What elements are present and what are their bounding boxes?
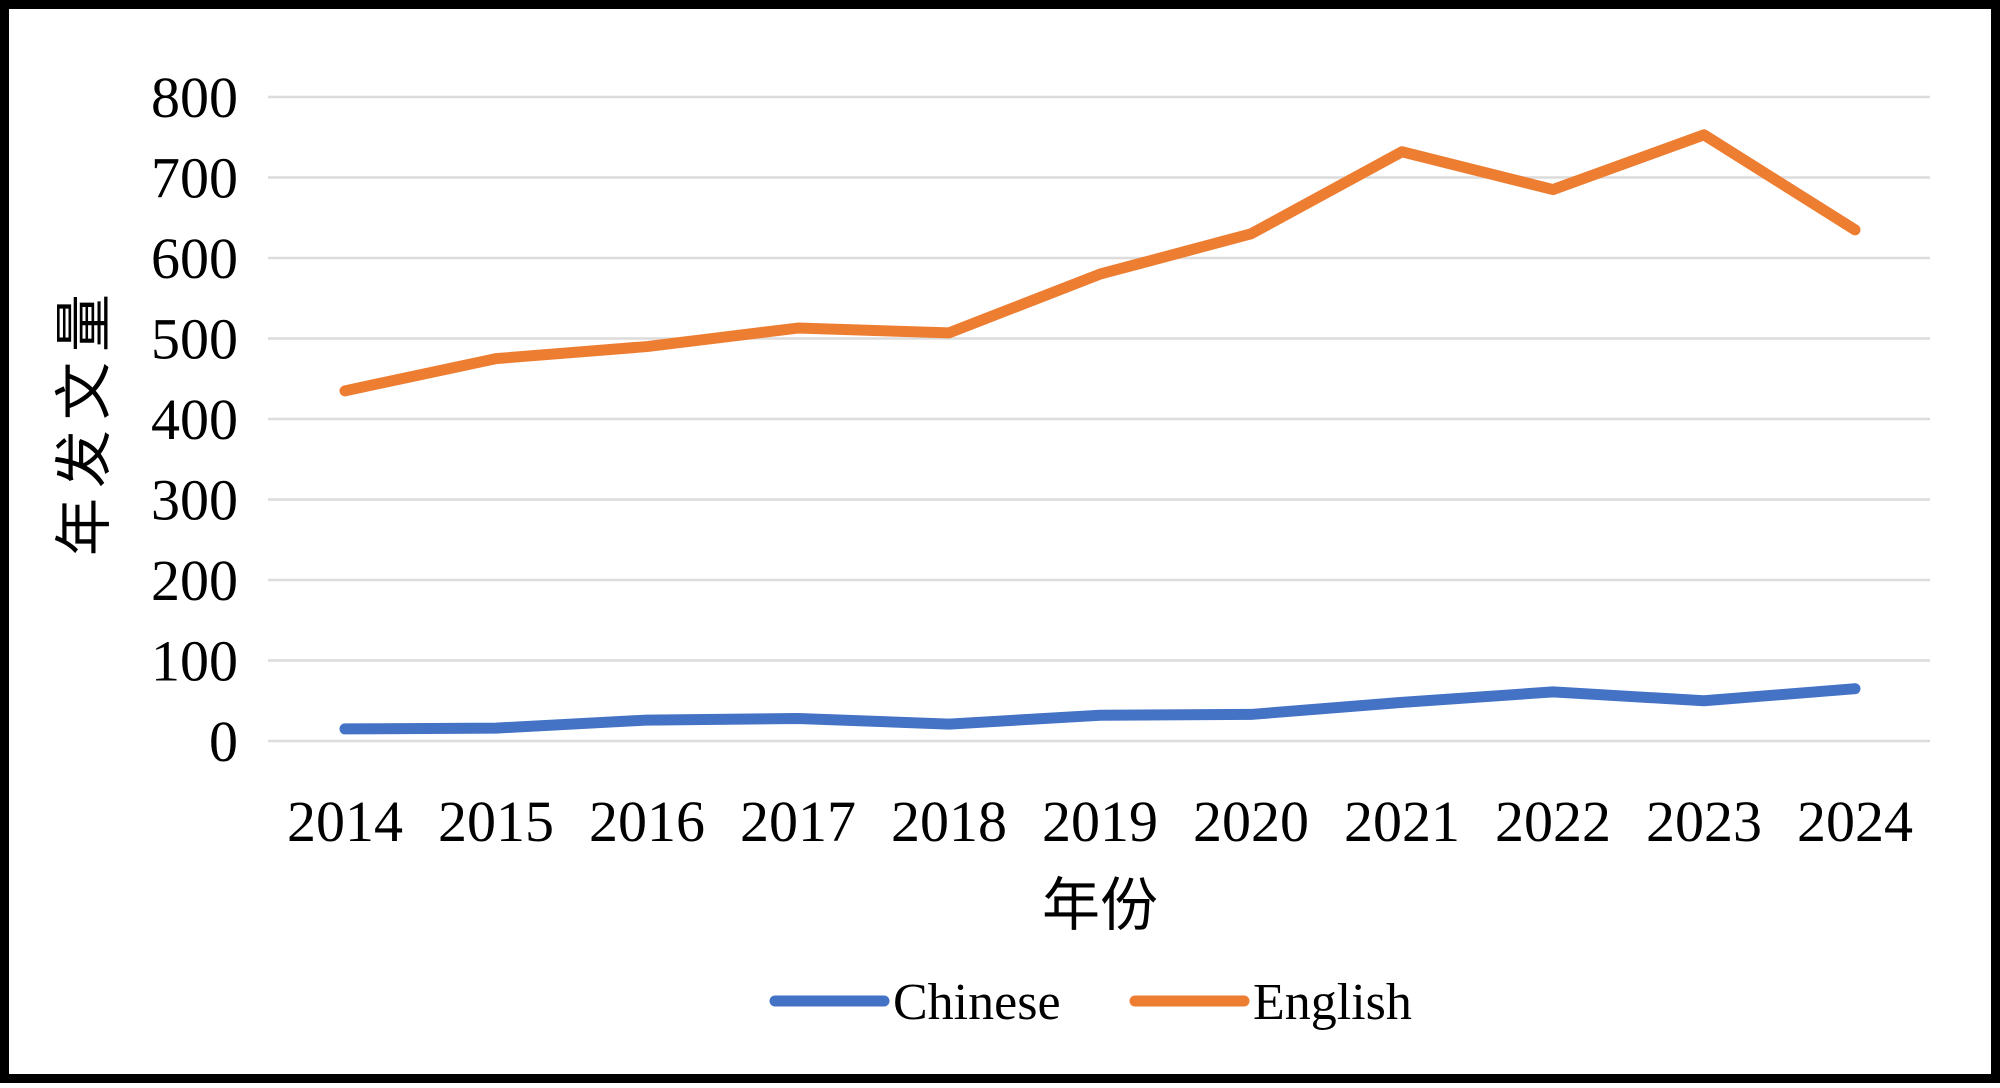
- y-axis-tick-label: 300: [151, 468, 238, 533]
- legend: Chinese English: [769, 974, 1412, 1031]
- gridlines: [268, 95, 1930, 743]
- x-axis-tick-label: 2017: [740, 789, 856, 854]
- x-axis-tick-label: 2022: [1495, 789, 1611, 854]
- y-axis-tick-label: 200: [151, 548, 238, 613]
- data-series: [339, 129, 1861, 735]
- x-axis-tick-label: 2019: [1042, 789, 1158, 854]
- x-axis-tick-label: 2014: [287, 789, 403, 854]
- legend-item-chinese: Chinese: [769, 974, 1061, 1031]
- y-axis-tick-label: 100: [151, 629, 238, 694]
- legend-label: English: [1253, 974, 1412, 1031]
- x-axis-tick-label: 2021: [1344, 789, 1460, 854]
- y-axis-tick-label: 400: [151, 387, 238, 452]
- y-axis-tick-label: 800: [151, 65, 238, 130]
- y-axis-tick-label: 0: [209, 709, 238, 774]
- x-axis-tick-label: 2016: [589, 789, 705, 854]
- legend-label: Chinese: [893, 974, 1061, 1031]
- y-axis-tick-label: 700: [151, 146, 238, 211]
- x-axis-title: 年份: [1042, 873, 1158, 938]
- legend-item-english: English: [1129, 974, 1412, 1031]
- y-axis-title: 年发文量: [52, 284, 117, 556]
- y-axis-tick-labels: 0 100 200 300 400 500 600 700 800: [151, 65, 238, 774]
- x-axis-tick-labels: 2014 2015 2016 2017 2018 2019 2020 2021 2022 2023…: [287, 789, 1913, 854]
- x-axis-tick-label: 2015: [438, 789, 554, 854]
- series-english-line: [339, 129, 1861, 397]
- y-axis-tick-label: 500: [151, 307, 238, 372]
- x-axis-tick-label: 2023: [1646, 789, 1762, 854]
- y-axis-tick-label: 600: [151, 226, 238, 291]
- x-axis-tick-label: 2018: [891, 789, 1007, 854]
- series-chinese-line: [339, 683, 1861, 735]
- x-axis-tick-label: 2024: [1797, 789, 1913, 854]
- x-axis-tick-label: 2020: [1193, 789, 1309, 854]
